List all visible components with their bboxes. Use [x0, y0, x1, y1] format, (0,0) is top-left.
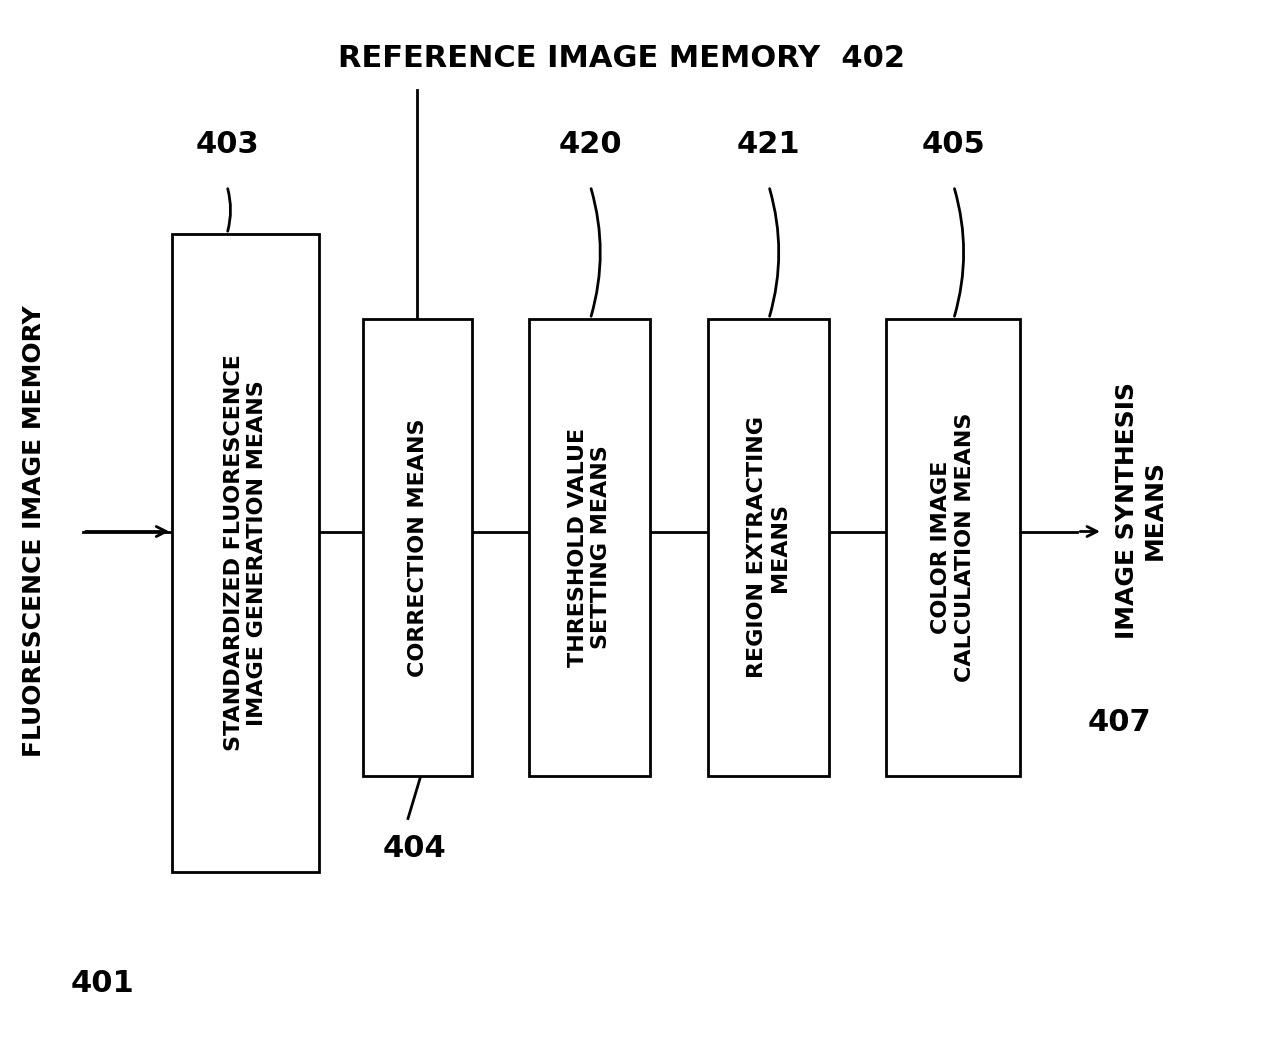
Bar: [529, 319, 650, 776]
Text: 405: 405: [922, 131, 986, 159]
Text: STANDARDIZED FLUORESCENCE
IMAGE GENERATION MEANS: STANDARDIZED FLUORESCENCE IMAGE GENERATI…: [224, 354, 266, 752]
Text: 407: 407: [1088, 708, 1151, 738]
Bar: [172, 234, 319, 872]
Text: CORRECTION MEANS: CORRECTION MEANS: [408, 418, 427, 677]
Text: 401: 401: [70, 968, 134, 998]
Text: IMAGE SYNTHESIS
MEANS: IMAGE SYNTHESIS MEANS: [1116, 382, 1167, 639]
Bar: [363, 319, 472, 776]
Text: REFERENCE IMAGE MEMORY  402: REFERENCE IMAGE MEMORY 402: [338, 44, 905, 73]
Text: 404: 404: [382, 834, 446, 863]
Text: COLOR IMAGE
CALCULATION MEANS: COLOR IMAGE CALCULATION MEANS: [932, 412, 974, 682]
Text: 403: 403: [195, 131, 259, 159]
Text: THRESHOLD VALUE
SETTING MEANS: THRESHOLD VALUE SETTING MEANS: [569, 428, 611, 667]
Bar: [886, 319, 1020, 776]
Text: FLUORESCENCE IMAGE MEMORY: FLUORESCENCE IMAGE MEMORY: [23, 306, 46, 757]
Text: REGION EXTRACTING
MEANS: REGION EXTRACTING MEANS: [747, 417, 789, 678]
Bar: [708, 319, 829, 776]
Text: 421: 421: [737, 131, 801, 159]
Text: 420: 420: [558, 131, 622, 159]
